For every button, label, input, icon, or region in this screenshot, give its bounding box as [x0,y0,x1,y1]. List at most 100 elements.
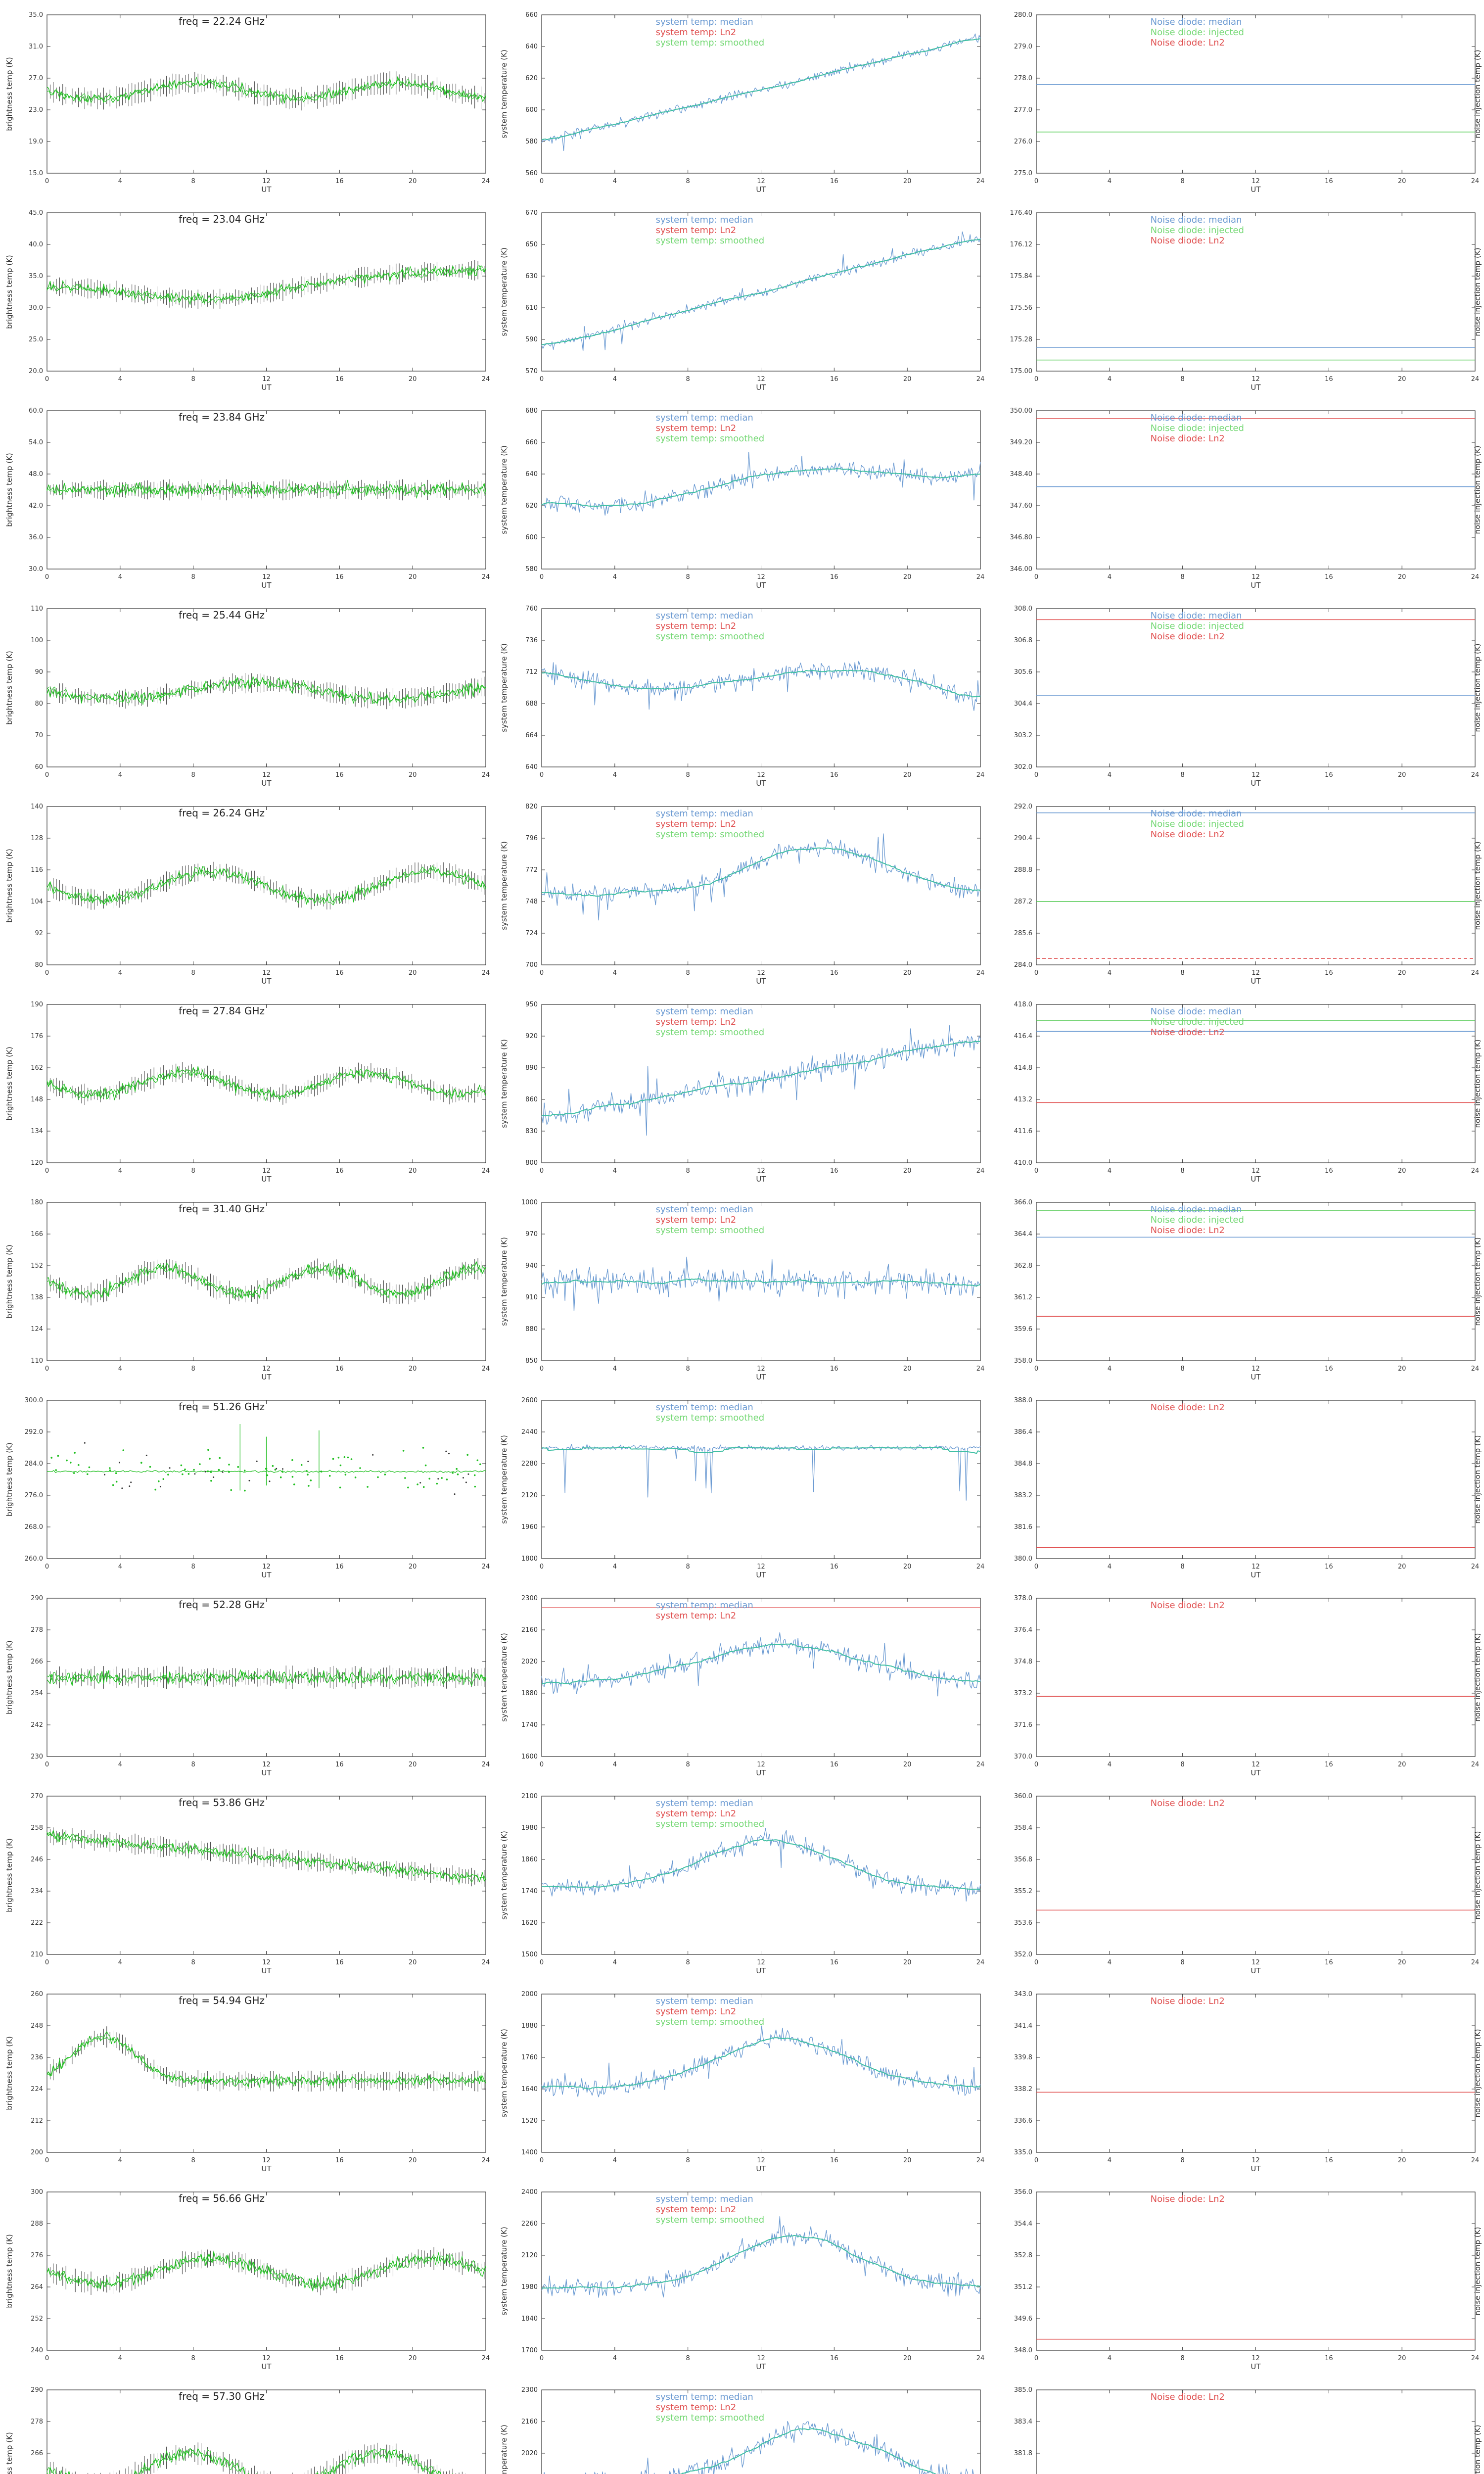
plot-frame [46,2389,486,2474]
x-tick-label: 8 [686,1959,690,1966]
y-tick-label: 350.00 [1010,407,1033,415]
x-axis-label: UT [1251,1570,1261,1579]
legend-entry-ln2: Noise diode: Ln2 [1151,829,1225,840]
x-tick-label: 24 [976,1563,985,1570]
y-tick-label: 650 [525,241,538,248]
y-tick-label: 2260 [521,2220,538,2228]
y-tick-label: 288.8 [1014,866,1032,874]
y-tick-label: 308.0 [1014,605,1032,613]
freq-row-12: 0 4 8 12 16 20 24 300 288 276 264 252 240 UT brightnes… [0,2177,1484,2375]
y-tick-label: 2020 [521,2450,538,2457]
x-tick-label: 12 [757,1761,765,1768]
error-bars [46,673,485,710]
panel-title: freq = 51.26 GHz [179,1401,265,1413]
tsys-median-series [541,1828,981,1902]
x-tick-label: 20 [903,1761,912,1768]
y-tick-label: 970 [525,1231,538,1238]
system-temp-panel: 0 4 8 12 16 20 24 680 660 640 620 600 580 UT system te… [495,396,989,594]
brightness-outlier [466,1454,468,1456]
x-tick-label: 24 [976,1959,985,1966]
y-tick-label: 45.0 [29,209,43,217]
noise-diode-panel: 04812162024385.0383.4381.8380.2378.6377.… [989,2375,1484,2474]
brightness-flag [419,1482,421,1484]
x-axis-label: UT [1251,1175,1261,1184]
brightness-panel: 0 4 8 12 16 20 24 180 166 152 138 124 110 UT brightnes… [0,1188,495,1385]
legend-entry-median: Noise diode: median [1151,809,1242,819]
system-temp-chart: 04812162024230021602020188017401600UTsys… [500,2386,981,2474]
x-tick-label: 12 [262,1167,271,1175]
y-tick-label: 414.8 [1014,1064,1032,1072]
plot-frame [1036,1202,1476,1361]
y-tick-label: 2300 [521,1595,538,1602]
x-tick-label: 4 [1108,1959,1112,1966]
y-tick-label: 210 [31,1951,43,1958]
legend-entry-ln2: system temp: Ln2 [656,2402,737,2413]
x-axis-label: UT [261,1570,272,1579]
brightness-outlier [474,1485,476,1488]
x-tick-label: 4 [118,2355,122,2362]
x-axis-label: UT [261,1373,272,1381]
brightness-flag [467,1473,469,1475]
system-temp-panel: 0 4 8 12 16 20 24 950 920 890 860 830 800 UT system te… [495,990,989,1188]
y-tick-label: 410.0 [1014,1159,1032,1167]
brightness-outlier [140,1462,142,1464]
brightness-outlier [424,1464,427,1467]
noise-diode-chart: 0 4 8 12 16 20 24 360.0 358.4 356.8 355.2 353.6 352.… [1014,1793,1482,1975]
y-tick-label: 246 [31,1856,43,1863]
x-tick-label: 12 [1252,1761,1260,1768]
y-tick-label: 349.6 [1014,2315,1032,2323]
legend-entry-ln2: system temp: Ln2 [656,27,737,38]
y-tick-label: 1740 [521,1888,538,1895]
noise-diode-chart: 0 4 8 12 16 20 24 366.0 364.4 362.8 361.2 359.6 358.… [1014,1199,1482,1381]
legend-entry-ln2: system temp: Ln2 [656,1017,737,1027]
tsys-smoothed-series [541,847,981,897]
tsys-smoothed-series [541,1041,981,1117]
x-tick-label: 20 [903,1365,912,1373]
y-tick-label: 152 [31,1262,43,1270]
x-axis-label: UT [261,2164,272,2173]
brightness-outlier [339,1486,341,1489]
brightness-flag [194,1473,196,1475]
x-axis-label: UT [756,383,766,392]
plot-frame [1036,2389,1476,2474]
x-tick-label: 12 [262,2355,271,2362]
plot-frame [46,2191,486,2351]
y-tick-label: 346.00 [1010,566,1033,573]
noise-diode-chart: 0 4 8 12 16 20 24 176.40 176.12 175.84 175.56 175.2… [1010,209,1483,392]
y-tick-label: 35.0 [29,11,43,19]
y-tick-label: 364.4 [1014,1231,1032,1238]
x-axis-label: UT [1251,383,1261,392]
y-axis-label: system temperature (K) [500,1435,509,1524]
x-tick-label: 24 [482,573,490,581]
legend-entry-median: system temp: median [656,1006,753,1017]
tsys-smoothed-series [541,238,981,345]
y-tick-label: 180 [31,1199,43,1206]
y-tick-label: 1600 [521,1753,538,1760]
x-tick-label: 0 [540,376,544,383]
x-tick-label: 20 [1398,969,1406,977]
tsys-median-series [541,1632,981,1697]
tsys-smoothed-series [541,38,981,141]
y-tick-label: 384.8 [1014,1460,1032,1468]
x-tick-label: 20 [1398,376,1406,383]
x-tick-label: 8 [686,2157,690,2164]
y-tick-label: 277.0 [1014,106,1032,114]
noise-diode-chart: 0 4 8 12 16 20 24 343.0 341.4 339.8 338.2 336.6 335.… [1014,1991,1482,2173]
y-tick-label: 352.0 [1014,1951,1032,1958]
x-tick-label: 20 [1398,771,1406,779]
x-axis-label: UT [261,977,272,986]
noise-diode-panel: 0 4 8 12 16 20 24 356.0 354.4 352.8 351.2 349.6 348.… [989,2177,1484,2375]
y-tick-label: 920 [525,1033,538,1040]
noise-diode-chart: 0 4 8 12 16 20 24 308.0 306.8 305.6 304.4 303.2 302.… [1014,605,1482,788]
y-tick-label: 2000 [521,1991,538,1998]
y-tick-label: 175.84 [1010,273,1033,280]
x-tick-label: 16 [1325,1563,1333,1570]
brightness-outlier [307,1474,309,1475]
y-axis-label: brightness temp (K) [5,849,14,922]
x-tick-label: 16 [830,1365,838,1373]
brightness-outlier [446,1478,448,1480]
x-tick-label: 16 [335,178,344,185]
system-temp-chart: 0 4 8 12 16 20 24 950 920 890 860 830 800 UT system te… [500,1001,984,1184]
brightness-outlier [310,1479,312,1481]
brightness-chart: 0 4 8 12 16 20 24 110 100 90 80 70 60 UT brightness te… [5,605,490,788]
